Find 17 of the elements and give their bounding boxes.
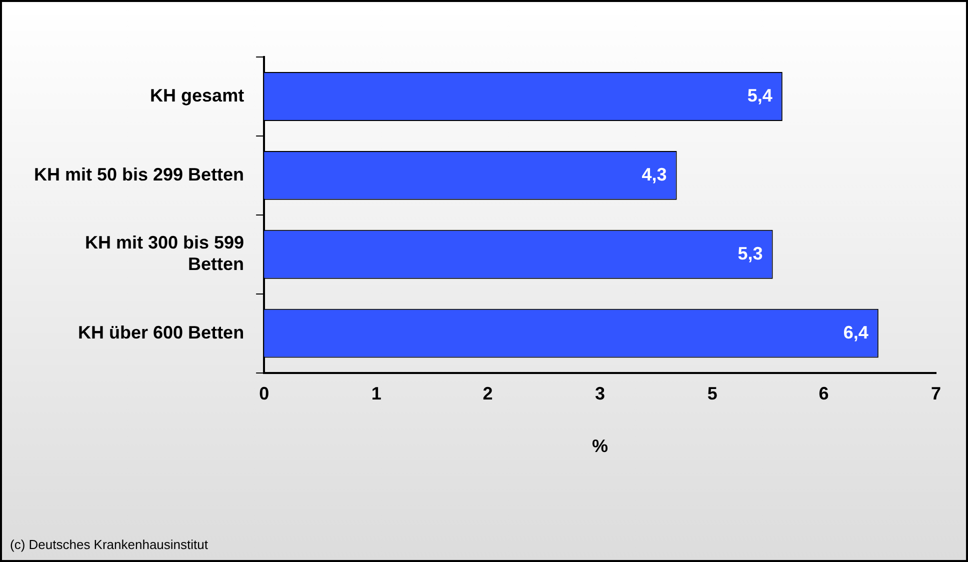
x-tick-label: 2 <box>482 384 493 404</box>
data-label: 6,4 <box>843 322 868 342</box>
data-label: 4,3 <box>642 164 667 184</box>
y-tick-label: KH mit 300 bis 599 Betten <box>84 232 244 274</box>
data-label: 5,4 <box>747 85 772 106</box>
x-tick-label: 6 <box>818 384 829 404</box>
text: (c) Deutsches Krankenhausinstitut <box>10 537 208 552</box>
y-tick-label: KH mit 50 bis 299 Betten <box>34 164 244 184</box>
x-axis-title: % <box>592 436 608 456</box>
y-tick-label: KH gesamt <box>150 85 244 106</box>
x-tick-label: 3 <box>595 384 606 404</box>
x-tick-label: 1 <box>371 384 382 404</box>
x-tick-label: 5 <box>707 384 718 404</box>
x-tick-label: 7 <box>930 384 942 404</box>
x-tick-label: 0 <box>259 384 270 404</box>
y-tick-label: KH über 600 Betten <box>78 322 244 342</box>
data-label: 5,3 <box>738 243 763 264</box>
